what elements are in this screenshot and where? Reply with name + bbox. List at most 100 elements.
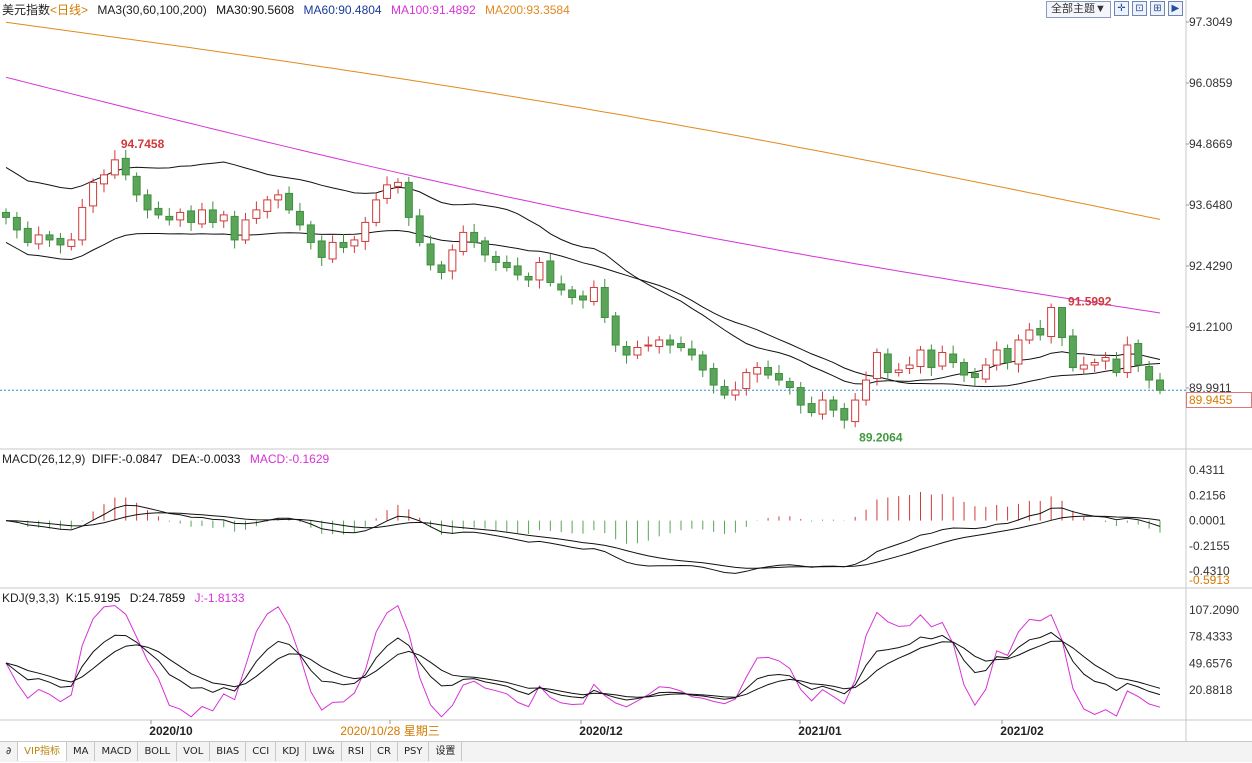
- candle-body: [1079, 364, 1088, 370]
- candle-body: [165, 215, 174, 221]
- candle-body: [568, 289, 577, 298]
- candle-body: [23, 227, 32, 243]
- candle-body: [393, 181, 402, 187]
- candle-body: [862, 379, 871, 401]
- macd-dea-value: DEA:-0.0033: [171, 452, 241, 466]
- candle-body: [557, 283, 566, 291]
- macd-tick-label: 0.4311: [1189, 463, 1225, 477]
- candle-body: [1101, 357, 1110, 362]
- kdj-d-line: [5, 640, 1161, 698]
- candle-body: [622, 346, 631, 356]
- ma200-line: [5, 21, 1161, 220]
- tab-cr[interactable]: CR: [371, 742, 398, 761]
- tab-boll[interactable]: BOLL: [138, 742, 178, 761]
- candle-body: [448, 249, 457, 272]
- candle-body: [404, 181, 413, 218]
- split-icon[interactable]: ⊡: [1131, 1, 1147, 16]
- candle-body: [78, 206, 87, 241]
- tab-rsi[interactable]: RSI: [342, 742, 371, 761]
- candle-body: [502, 261, 511, 268]
- tab-lw[interactable]: LW&: [306, 742, 342, 761]
- candle-body: [197, 209, 206, 225]
- candle-body: [796, 387, 805, 406]
- tab-item-13[interactable]: 设置: [429, 742, 463, 761]
- candle-body: [132, 175, 141, 196]
- candle-body: [154, 207, 163, 216]
- candle-body: [187, 210, 196, 223]
- kdj-label: KDJ(9,3,3): [2, 591, 60, 605]
- candle-body: [742, 372, 751, 390]
- tab-cci[interactable]: CCI: [246, 742, 277, 761]
- chart-canvas[interactable]: 97.3049 96.0859 94.8669 93.6480 92.4290 91.21…: [0, 0, 1252, 741]
- candle-body: [851, 399, 860, 423]
- ma100-line: [5, 76, 1161, 314]
- tab-vol[interactable]: VOL: [177, 742, 211, 761]
- crosshair-icon[interactable]: ✛: [1113, 1, 1129, 16]
- macd-macd-value: MACD:-0.1629: [249, 452, 330, 466]
- candle-body: [219, 214, 228, 222]
- candle-body: [720, 386, 729, 396]
- candle-body: [426, 243, 435, 266]
- tab-bias[interactable]: BIAS: [210, 742, 247, 761]
- ma100-value: MA100:91.4892: [390, 3, 476, 17]
- price-tick-label: 96.0859: [1189, 76, 1233, 90]
- candle-body: [415, 215, 424, 243]
- play-icon[interactable]: ▶: [1167, 1, 1183, 16]
- candle-body: [295, 210, 304, 226]
- tab-collapse[interactable]: ∂: [0, 742, 19, 761]
- theme-dropdown-button[interactable]: 全部主题▼: [1046, 1, 1111, 18]
- macd-dea-line: [5, 512, 1161, 569]
- macd-label: MACD(26,12,9): [2, 452, 86, 466]
- candle-body: [252, 209, 261, 219]
- macd-tick-label: 0.0001: [1189, 514, 1226, 528]
- macd-header: MACD(26,12,9) DIFF:-0.0847 DEA:-0.0033 M…: [2, 451, 335, 467]
- candle-body: [633, 347, 642, 356]
- low-annotation: 89.2064: [859, 430, 903, 444]
- candle-body: [579, 295, 587, 301]
- candle-body: [1112, 358, 1121, 374]
- price-tick-label: 91.2100: [1189, 320, 1233, 334]
- tab-ma[interactable]: MA: [67, 742, 96, 761]
- period-label[interactable]: <日线>: [50, 3, 89, 17]
- candle-body: [1068, 335, 1077, 369]
- tab-psy[interactable]: PSY: [398, 742, 430, 761]
- candle-body: [753, 367, 762, 375]
- indicator-tab-bar: ∂ VIP指标 MA MACD BOLL VOL BIAS CCI KDJ LW& RSI CR PSY…: [0, 741, 1252, 762]
- candle-body: [1134, 343, 1143, 366]
- candle-body: [1036, 328, 1045, 336]
- candle-body: [927, 349, 936, 369]
- candle-body: [589, 286, 598, 302]
- tab-vip[interactable]: VIP指标: [18, 742, 67, 761]
- candle-body: [666, 339, 675, 346]
- candle-body: [1145, 366, 1154, 381]
- candle-body: [67, 239, 76, 247]
- candle-body: [110, 159, 119, 176]
- candle-body: [916, 349, 925, 368]
- kdj-tick-label: 107.2090: [1189, 603, 1239, 617]
- candle-body: [644, 344, 653, 347]
- top-toolbar: 全部主题▼ ✛ ⊡ ⊞ ▶: [1046, 1, 1183, 18]
- price-tick-label: 97.3049: [1189, 15, 1233, 29]
- high-annotation: 94.7458: [121, 137, 165, 151]
- kdj-tick-label: 78.4333: [1189, 630, 1233, 644]
- tab-kdj[interactable]: KDJ: [276, 742, 307, 761]
- candle-body: [687, 348, 696, 356]
- kdj-tick-label: 20.8818: [1189, 683, 1233, 697]
- layout-icon[interactable]: ⊞: [1149, 1, 1165, 16]
- candle-body: [481, 240, 490, 256]
- candle-body: [524, 275, 533, 281]
- date-tick-label: 2020/12: [579, 724, 623, 738]
- candle-body: [274, 194, 283, 201]
- main-chart-header: 美元指数<日线> MA3(30,60,100,200) MA30:90.5608…: [2, 2, 576, 18]
- candle-body: [208, 209, 217, 223]
- candle-body: [970, 373, 979, 379]
- macd-tick-label: 0.2156: [1189, 488, 1226, 502]
- candle-body: [535, 261, 544, 281]
- ma200-value: MA200:93.3584: [485, 3, 570, 17]
- candle-body: [1014, 339, 1023, 365]
- tab-macd[interactable]: MACD: [95, 742, 139, 761]
- kdj-tick-label: 49.6576: [1189, 656, 1233, 670]
- candle-body: [992, 349, 1001, 366]
- kdj-j-line: [5, 604, 1161, 718]
- candle-body: [12, 216, 21, 231]
